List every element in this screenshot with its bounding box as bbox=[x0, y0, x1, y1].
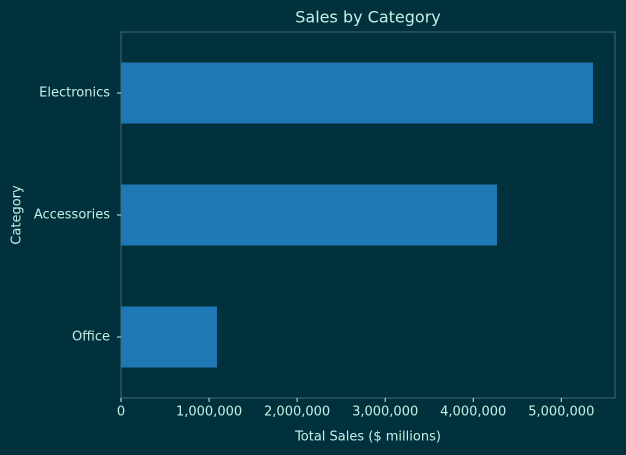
bar bbox=[121, 306, 217, 368]
chart-title: Sales by Category bbox=[295, 8, 440, 27]
y-tick-label: Accessories bbox=[34, 208, 110, 223]
x-axis-label: Total Sales ($ millions) bbox=[294, 430, 441, 445]
bar bbox=[121, 184, 498, 246]
x-tick-label: 0 bbox=[117, 405, 125, 420]
y-axis-label: Category bbox=[10, 185, 25, 245]
y-tick-label: Electronics bbox=[39, 86, 110, 101]
bar bbox=[121, 62, 593, 124]
x-tick-label: 2,000,000 bbox=[264, 405, 330, 420]
x-tick-label: 3,000,000 bbox=[352, 405, 418, 420]
y-tick-label: Office bbox=[72, 330, 110, 345]
x-tick-label: 1,000,000 bbox=[176, 405, 242, 420]
x-tick-label: 4,000,000 bbox=[440, 405, 506, 420]
x-tick-label: 5,000,000 bbox=[528, 405, 594, 420]
